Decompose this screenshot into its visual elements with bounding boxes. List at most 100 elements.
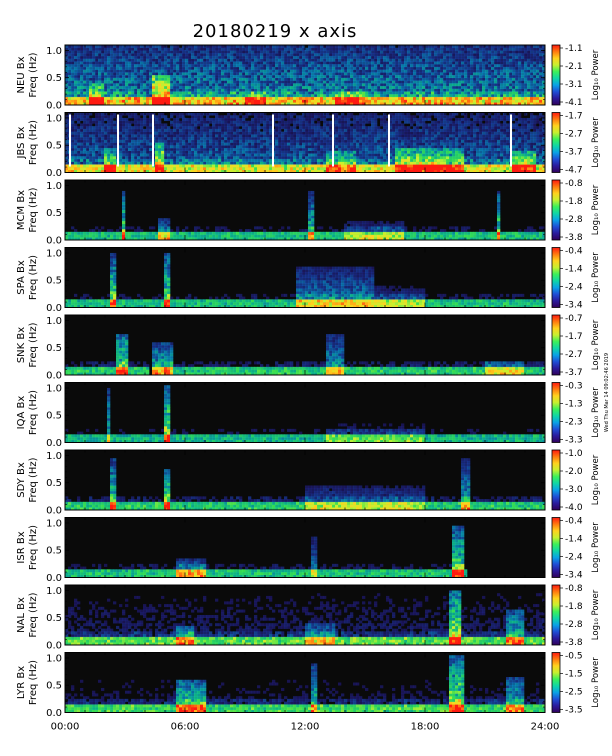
spectrogram-cell: [383, 75, 387, 79]
spectrogram-cell: [158, 102, 162, 106]
spectrogram-cell: [254, 85, 258, 89]
spectrogram-cell: [188, 131, 192, 135]
spectrogram-cell: [203, 47, 207, 51]
spectrogram-cell: [440, 55, 444, 59]
spectrogram-cell: [143, 167, 147, 171]
spectrogram-cell: [71, 45, 75, 49]
spectrogram-cell: [446, 55, 450, 59]
spectrogram-cell: [182, 77, 186, 81]
spectrogram-cell: [245, 145, 249, 149]
spectrogram-cell: [371, 55, 375, 59]
spectrogram-cell: [134, 131, 138, 135]
spectrogram-cell: [149, 169, 153, 173]
spectrogram-cell: [509, 66, 513, 70]
spectrogram-cell: [410, 77, 414, 81]
spectrogram-cell: [269, 77, 273, 81]
spectrogram-cell: [77, 169, 81, 173]
spectrogram-cell: [134, 61, 138, 65]
spectrogram-cell: [320, 55, 324, 59]
spectrogram-cell: [164, 126, 168, 130]
spectrogram-cell: [401, 80, 405, 84]
spectrogram-cell: [233, 169, 237, 173]
spectrogram-cell: [230, 91, 234, 95]
spectrogram-cell: [422, 85, 426, 89]
spectrogram-cell: [248, 153, 252, 157]
spectrogram-cell: [299, 88, 303, 92]
spectrogram-cell: [428, 50, 432, 54]
spectrogram-cell: [92, 55, 96, 59]
spectrogram-cell: [68, 58, 72, 62]
spectrogram-cell: [86, 123, 90, 127]
spectrogram-cell: [443, 58, 447, 62]
spectrogram-cell: [305, 66, 309, 70]
spectrogram-cell: [341, 47, 345, 51]
spectrogram-cell: [542, 77, 546, 81]
spectrogram-cell: [65, 120, 69, 124]
spectrogram-cell: [398, 75, 402, 79]
spectrogram-cell: [173, 61, 177, 65]
spectrogram-cell: [407, 91, 411, 95]
spectrogram-cell: [392, 61, 396, 65]
spectrogram-cell: [128, 169, 132, 173]
spectrogram-cell: [206, 53, 210, 57]
spectrogram-cell: [116, 58, 120, 62]
spectrogram-cell: [122, 72, 126, 76]
spectrogram-cell: [86, 45, 90, 49]
spectrogram-cell: [434, 85, 438, 89]
spectrogram-cell: [143, 117, 147, 121]
spectrogram-cell: [320, 58, 324, 62]
spectrogram-cell: [302, 58, 306, 62]
spectrogram-cell: [194, 75, 198, 79]
spectrogram-cell: [71, 50, 75, 54]
spectrogram-cell: [293, 61, 297, 65]
spectrogram-cell: [239, 156, 243, 160]
spectrogram-cell: [77, 158, 81, 162]
spectrogram-cell: [350, 45, 354, 49]
spectrogram-cell: [140, 169, 144, 173]
spectrogram-cell: [203, 131, 207, 135]
spectrogram-cell: [155, 66, 159, 70]
spectrogram-cell: [119, 45, 123, 49]
spectrogram-cell: [341, 96, 345, 100]
spectrogram-cell: [539, 55, 543, 59]
spectrogram-cell: [194, 96, 198, 100]
spectrogram-cell: [458, 88, 462, 92]
spectrogram-cell: [380, 77, 384, 81]
spectrogram-cell: [521, 77, 525, 81]
spectrogram-cell: [467, 50, 471, 54]
spectrogram-cell: [164, 123, 168, 127]
spectrogram-cell: [134, 126, 138, 130]
spectrogram-cell: [191, 134, 195, 138]
spectrogram-cell: [92, 128, 96, 132]
spectrogram-cell: [89, 50, 93, 54]
spectrogram-cell: [176, 75, 180, 79]
spectrogram-cell: [470, 96, 474, 100]
spectrogram-cell: [227, 153, 231, 157]
spectrogram-cell: [185, 147, 189, 151]
spectrogram-cell: [215, 142, 219, 146]
spectrogram-cell: [212, 94, 216, 98]
spectrogram-cell: [242, 147, 246, 151]
spectrogram-cell: [269, 50, 273, 54]
spectrogram-cell: [134, 69, 138, 73]
spectrogram-cell: [467, 102, 471, 106]
spectrogram-cell: [143, 128, 147, 132]
spectrogram-cell: [296, 55, 300, 59]
spectrogram-cell: [515, 58, 519, 62]
spectrogram-cell: [131, 102, 135, 106]
spectrogram-cell: [260, 72, 264, 76]
spectrogram-cell: [167, 75, 171, 79]
spectrogram-cell: [251, 145, 255, 149]
spectrogram-cell: [206, 134, 210, 138]
spectrogram-cell: [227, 72, 231, 76]
spectrogram-cell: [293, 72, 297, 76]
spectrogram-cell: [368, 88, 372, 92]
spectrogram-cell: [494, 53, 498, 57]
spectrogram-cell: [437, 75, 441, 79]
spectrogram-cell: [170, 145, 174, 149]
spectrogram-cell: [197, 94, 201, 98]
spectrogram-cell: [383, 72, 387, 76]
spectrogram-cell: [239, 69, 243, 73]
spectrogram-cell: [74, 153, 78, 157]
spectrogram-cell: [245, 169, 249, 173]
